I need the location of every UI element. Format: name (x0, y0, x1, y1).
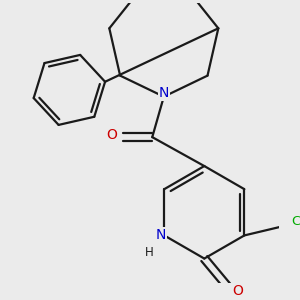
Text: N: N (155, 228, 166, 242)
Text: O: O (106, 128, 117, 142)
Text: Cl: Cl (291, 215, 300, 228)
Text: O: O (232, 284, 244, 298)
Text: N: N (159, 86, 169, 100)
Text: H: H (144, 246, 153, 259)
